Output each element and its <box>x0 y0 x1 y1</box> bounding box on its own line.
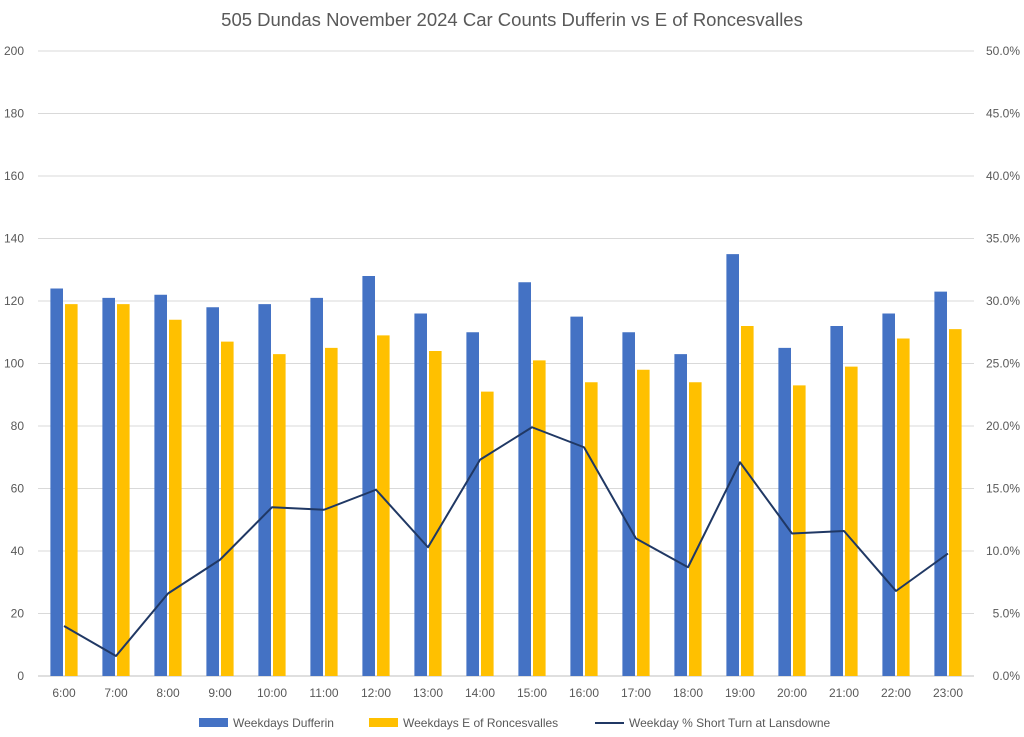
x-tick-label: 16:00 <box>569 686 599 700</box>
bar <box>310 297 323 676</box>
line-series <box>63 426 949 657</box>
y-tick-label: 180 <box>4 107 24 121</box>
bar <box>845 366 858 676</box>
bar <box>533 360 546 676</box>
bar <box>726 254 739 676</box>
bar <box>689 382 702 676</box>
bar <box>830 326 843 676</box>
bar <box>102 297 115 676</box>
y-tick-label: 140 <box>4 232 24 246</box>
bar <box>414 313 427 676</box>
legend-label: Weekdays Dufferin <box>233 716 334 730</box>
bar <box>897 338 910 676</box>
bar <box>273 354 286 676</box>
x-tick-label: 12:00 <box>361 686 391 700</box>
bar <box>117 304 130 676</box>
x-tick-label: 18:00 <box>673 686 703 700</box>
y-tick-label: 200 <box>4 44 24 58</box>
bar <box>570 316 583 676</box>
line-series-path <box>63 426 949 657</box>
bar <box>206 307 219 676</box>
x-tick-label: 22:00 <box>881 686 911 700</box>
legend: Weekdays Dufferin Weekdays E of Roncesval… <box>199 716 831 730</box>
y2-tick-label: 45.0% <box>986 107 1020 121</box>
y-tick-label: 100 <box>4 357 24 371</box>
bar <box>221 341 234 676</box>
y-tick-label: 0 <box>17 669 24 683</box>
y2-tick-label: 10.0% <box>986 544 1020 558</box>
y2-tick-label: 5.0% <box>993 607 1021 621</box>
x-tick-label: 21:00 <box>829 686 859 700</box>
bar <box>778 347 791 676</box>
bar <box>741 326 754 676</box>
bar <box>637 369 650 676</box>
x-tick-label: 9:00 <box>208 686 232 700</box>
y2-tick-label: 0.0% <box>993 669 1021 683</box>
y2-tick-label: 20.0% <box>986 419 1020 433</box>
x-tick-label: 23:00 <box>933 686 963 700</box>
legend-swatch <box>369 718 398 727</box>
x-tick-label: 19:00 <box>725 686 755 700</box>
bar <box>429 351 442 676</box>
x-tick-label: 15:00 <box>517 686 547 700</box>
bar <box>169 319 182 676</box>
bar <box>585 382 598 676</box>
bar <box>362 276 375 676</box>
x-tick-label: 8:00 <box>156 686 180 700</box>
x-tick-label: 10:00 <box>257 686 287 700</box>
bar <box>154 294 167 676</box>
legend-label: Weekdays E of Roncesvalles <box>403 716 558 730</box>
y-tick-label: 20 <box>11 607 25 621</box>
x-tick-label: 17:00 <box>621 686 651 700</box>
bar <box>481 391 494 676</box>
x-tick-label: 20:00 <box>777 686 807 700</box>
bar <box>622 332 635 676</box>
bar <box>949 329 962 676</box>
x-tick-label: 13:00 <box>413 686 443 700</box>
bar <box>882 313 895 676</box>
y2-tick-label: 50.0% <box>986 44 1020 58</box>
y-tick-label: 120 <box>4 294 24 308</box>
gridlines <box>38 50 974 677</box>
legend-label: Weekday % Short Turn at Lansdowne <box>629 716 831 730</box>
bar <box>674 354 687 676</box>
bars <box>50 254 962 676</box>
bar <box>793 385 806 676</box>
bar <box>258 304 271 676</box>
y-tick-label: 40 <box>11 544 25 558</box>
y-tick-label: 160 <box>4 169 24 183</box>
y-axis-left: 0 20 40 60 80 100 120 140 160 180 200 <box>4 44 24 683</box>
x-axis: 6:00 7:00 8:00 9:00 10:00 11:00 12:00 13:00 14:0… <box>52 686 963 700</box>
x-tick-label: 11:00 <box>309 686 338 700</box>
y2-tick-label: 15.0% <box>986 482 1020 496</box>
y2-tick-label: 25.0% <box>986 357 1020 371</box>
chart-title: 505 Dundas November 2024 Car Counts Duff… <box>221 9 803 30</box>
x-tick-label: 7:00 <box>104 686 128 700</box>
x-tick-label: 6:00 <box>52 686 76 700</box>
bar <box>50 288 63 676</box>
y-axis-right: 0.0% 5.0% 10.0% 15.0% 20.0% 25.0% 30.0% 35.0% 40… <box>986 44 1020 683</box>
bar <box>518 282 531 676</box>
y2-tick-label: 30.0% <box>986 294 1020 308</box>
y-tick-label: 80 <box>11 419 25 433</box>
legend-swatch <box>199 718 228 727</box>
x-tick-label: 14:00 <box>465 686 495 700</box>
y2-tick-label: 40.0% <box>986 169 1020 183</box>
bar <box>466 332 479 676</box>
bar <box>65 304 78 676</box>
y-tick-label: 60 <box>11 482 25 496</box>
bar <box>934 291 947 676</box>
bar <box>325 347 338 676</box>
y2-tick-label: 35.0% <box>986 232 1020 246</box>
bar <box>377 335 390 676</box>
